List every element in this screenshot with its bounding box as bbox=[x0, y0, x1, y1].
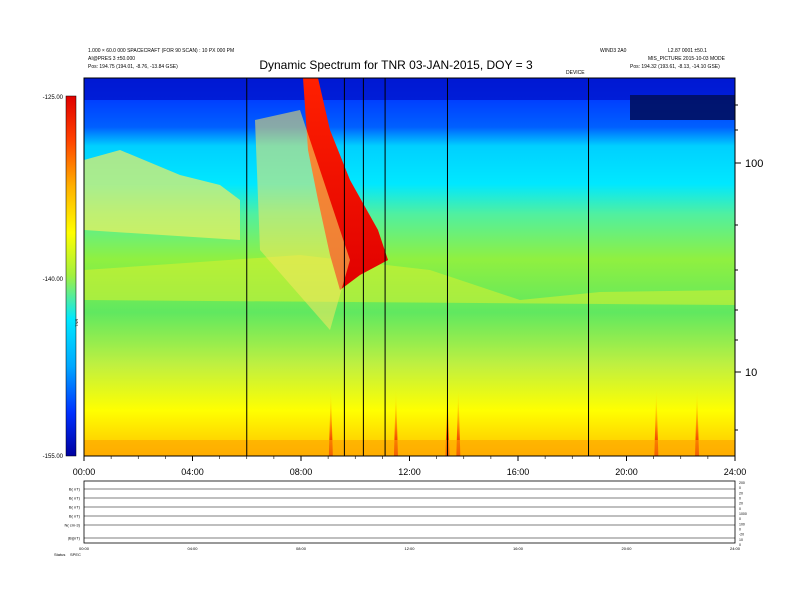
bottom-x-tick-label: 00:00 bbox=[79, 546, 90, 551]
bottom-right-tick: 20 bbox=[739, 502, 743, 506]
bottom-right-tick: 0 bbox=[739, 497, 741, 501]
bottom-row-label: N( cm-3) bbox=[64, 523, 80, 528]
bottom-right-tick: 10 bbox=[739, 538, 743, 542]
header-right-pos: Pos: 194.32 (193.61, -8.13, -14.10 GSE) bbox=[630, 64, 720, 70]
bottom-right-tick: 200 bbox=[739, 481, 745, 485]
header-left-pos: Pos: 194.75 (194.01, -8.76, -13.84 GSE) bbox=[88, 64, 178, 70]
right-axis: 100 10 bbox=[735, 104, 763, 431]
x-tick-label: 04:00 bbox=[181, 467, 204, 477]
bottom-row-label: B( nT) bbox=[69, 496, 81, 501]
bottom-x-tick-label: 24:00 bbox=[730, 546, 741, 551]
burst-spike bbox=[456, 386, 461, 456]
x-tick-label: 08:00 bbox=[290, 467, 313, 477]
header-device: DEVICE bbox=[566, 70, 585, 76]
spectrogram bbox=[84, 78, 735, 456]
bottom-right-tick: -20 bbox=[739, 533, 744, 537]
x-tick-label: 16:00 bbox=[507, 467, 530, 477]
burst-spike bbox=[695, 386, 700, 456]
bottom-noise bbox=[84, 440, 735, 456]
type2-burst bbox=[303, 78, 388, 290]
x-tick-label: 12:00 bbox=[398, 467, 421, 477]
dark-patch bbox=[630, 95, 735, 120]
bottom-row-label: |B|(nT) bbox=[68, 536, 81, 541]
bottom-right-tick: 0 bbox=[739, 507, 741, 511]
x-tick-label: 20:00 bbox=[615, 467, 638, 477]
bottom-right-tick: 0 bbox=[739, 528, 741, 532]
bottom-x-tick-label: 12:00 bbox=[404, 546, 415, 551]
bottom-right-tick: 0 bbox=[739, 486, 741, 490]
colorbar bbox=[65, 95, 77, 457]
bottom-x-tick-label: 20:00 bbox=[621, 546, 632, 551]
colorbar-label: TNR bbox=[74, 319, 79, 327]
type2-halo bbox=[255, 110, 350, 330]
right-tick-10: 10 bbox=[745, 367, 757, 379]
bottom-x-tick-label: 04:00 bbox=[187, 546, 198, 551]
burst-spike bbox=[328, 386, 333, 456]
bottom-row-label: B( nT) bbox=[69, 514, 81, 519]
colorbar-tick-mid: -140.00 bbox=[43, 277, 64, 283]
right-tick-100: 100 bbox=[745, 158, 763, 170]
header-left-line2: AI@PRES 3 ±50.000 bbox=[88, 56, 136, 62]
footer-status-value: SPEC bbox=[70, 552, 81, 557]
bottom-panel: B( nT) B( nT) B( nT) B( nT) N( cm-3) |B|(nT) 2… bbox=[54, 480, 747, 557]
bottom-x-tick-label: 08:00 bbox=[296, 546, 307, 551]
chart-title: Dynamic Spectrum for TNR 03-JAN-2015, DO… bbox=[259, 58, 533, 72]
bottom-row-label: B( nT) bbox=[69, 505, 81, 510]
bottom-right-tick: 0 bbox=[739, 517, 741, 521]
bottom-x-tick-label: 16:00 bbox=[513, 546, 524, 551]
x-tick-label: 00:00 bbox=[73, 467, 96, 477]
header-left-line1: 1.000 × 60.0 000 SPACECRAFT (FOR 90 SCAN… bbox=[88, 48, 235, 54]
bottom-right-tick: 1000 bbox=[739, 512, 747, 516]
x-axis: 00:00 04:00 08:00 12:00 16:00 20:00 24:00 bbox=[73, 456, 747, 477]
footer-status-label: Status bbox=[54, 552, 65, 557]
early-yellow-region bbox=[84, 150, 240, 240]
bottom-row-label: B( nT) bbox=[69, 487, 81, 492]
bottom-right-tick: 20 bbox=[739, 491, 743, 495]
burst-spike bbox=[654, 386, 659, 456]
bottom-right-tick: 0 bbox=[739, 543, 741, 547]
bottom-right-tick: 100 bbox=[739, 522, 745, 526]
x-tick-label: 24:00 bbox=[724, 467, 747, 477]
header-right-line1: L2.87 0001 ±50.1 bbox=[668, 48, 707, 54]
bottom-panel-frame bbox=[83, 480, 736, 544]
burst-spike bbox=[393, 386, 398, 456]
colorbar-tick-top: -125.00 bbox=[43, 95, 64, 101]
header-right-line2: MIS_PICTURE 2015-10-03 MODE bbox=[648, 56, 725, 62]
header-mid-right: WIND3 2A0 bbox=[600, 48, 627, 54]
colorbar-tick-bottom: -155.00 bbox=[43, 454, 64, 460]
vertical-markers bbox=[246, 78, 590, 456]
